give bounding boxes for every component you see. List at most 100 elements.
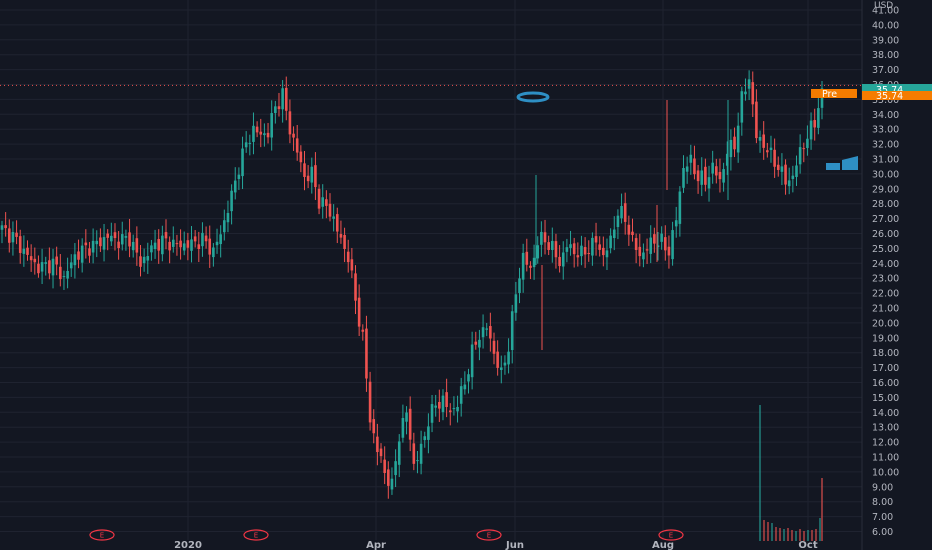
candle <box>179 229 182 260</box>
candle <box>441 389 445 421</box>
candle <box>521 243 525 293</box>
candle <box>744 78 747 101</box>
candle <box>529 261 532 280</box>
y-tick-label: 27.00 <box>872 214 899 225</box>
candle <box>642 243 645 268</box>
candle <box>244 131 248 153</box>
candle <box>310 157 314 194</box>
candle <box>51 248 55 289</box>
candle <box>667 235 671 269</box>
y-tick-label: 31.00 <box>872 155 899 166</box>
y-tick-label: 9.00 <box>872 482 893 493</box>
candle <box>379 443 383 463</box>
earnings-badge[interactable]: E <box>476 529 502 541</box>
volume-bar <box>821 478 823 541</box>
candle <box>736 112 740 163</box>
candle <box>412 432 416 471</box>
candle <box>321 184 325 219</box>
candle <box>277 92 281 117</box>
candle <box>532 244 536 280</box>
candle <box>18 229 22 264</box>
earnings-badge[interactable]: E <box>658 529 684 541</box>
x-tick-label: Apr <box>366 540 386 550</box>
y-tick-label: 33.00 <box>872 125 899 136</box>
candle <box>558 245 561 273</box>
volume-bar <box>779 528 781 541</box>
candle <box>769 135 773 163</box>
y-tick-label: 6.00 <box>872 527 893 538</box>
earnings-badge[interactable]: E <box>243 529 269 541</box>
candle <box>26 240 29 261</box>
candle <box>270 100 273 151</box>
candle <box>678 186 682 237</box>
last-price-tag: 35.74 <box>862 84 932 96</box>
flag-drawing-marker[interactable] <box>826 156 858 170</box>
candle <box>91 228 95 264</box>
candle <box>798 134 802 174</box>
volume-bar <box>795 531 797 541</box>
candle <box>62 270 66 290</box>
candle <box>15 220 18 245</box>
candle <box>106 229 109 251</box>
y-tick-label: 15.00 <box>872 393 899 404</box>
candle <box>110 222 113 246</box>
candle <box>660 226 663 250</box>
candle <box>59 254 62 287</box>
candle <box>233 167 237 200</box>
candle <box>135 226 139 266</box>
candle <box>565 238 569 263</box>
y-tick-label: 17.00 <box>872 363 899 374</box>
volume-bar <box>811 530 813 541</box>
candle <box>383 446 386 485</box>
candle <box>237 167 241 190</box>
volume-bar <box>759 405 761 541</box>
candle <box>773 138 776 178</box>
candle <box>332 204 335 232</box>
candle <box>204 226 208 249</box>
y-tick-label: 8.00 <box>872 497 893 508</box>
candle <box>343 227 346 263</box>
y-tick-label: 24.00 <box>872 259 899 270</box>
earnings-badge[interactable]: E <box>89 529 115 541</box>
candle <box>492 332 496 365</box>
candle <box>609 228 612 254</box>
volume-bar <box>819 518 821 541</box>
candle <box>175 234 179 256</box>
candle <box>649 225 653 264</box>
time-axis[interactable]: 2020 Apr Jun Aug Oct <box>174 540 818 550</box>
candle <box>171 226 175 253</box>
y-tick-label: 29.00 <box>872 184 899 195</box>
candle <box>514 281 518 321</box>
candle <box>474 331 478 350</box>
x-tick-label: 2020 <box>174 540 202 550</box>
ellipse-drawing-marker[interactable] <box>516 91 550 103</box>
candle <box>547 235 550 256</box>
candle <box>733 127 736 158</box>
candle <box>481 314 485 349</box>
candle <box>335 207 339 244</box>
y-tick-label: 32.00 <box>872 140 899 151</box>
candle <box>314 152 317 200</box>
pre-market-price: 35.74 <box>876 91 903 102</box>
candle <box>117 231 120 260</box>
candle <box>124 229 128 251</box>
candle <box>722 162 725 192</box>
candle <box>230 184 233 225</box>
x-tick-label: Jun <box>505 540 524 550</box>
candle <box>456 395 459 423</box>
candle <box>186 232 190 261</box>
candle <box>328 193 332 222</box>
candle <box>802 142 806 163</box>
y-tick-label: 18.00 <box>872 348 899 359</box>
candle <box>627 215 631 246</box>
candle <box>503 355 507 375</box>
candle <box>685 156 689 184</box>
candle <box>48 247 51 280</box>
candle <box>740 86 744 136</box>
candle <box>725 141 729 175</box>
candle <box>438 389 441 422</box>
y-tick-label: 40.00 <box>872 20 899 31</box>
